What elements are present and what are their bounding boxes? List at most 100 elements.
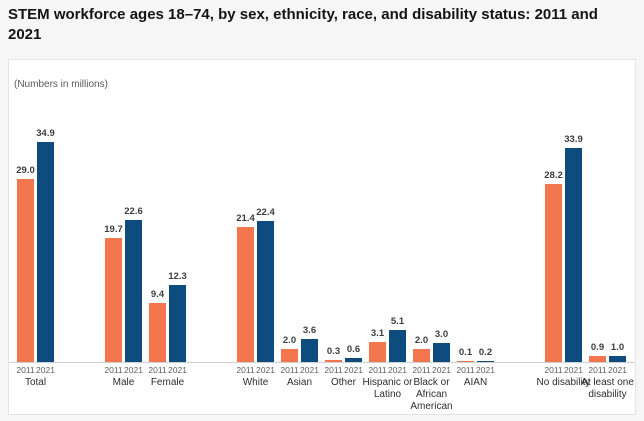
- chart-section-3: 28.2 33.9 2011 2021 No disability 0.9 1.0 2011 2…: [537, 60, 634, 401]
- bar-group-asian: 2.0 3.6 2011 2021 Asian: [280, 60, 319, 413]
- category-label-other: Other: [330, 377, 356, 388]
- value-label-2011-black-or-african-american: 2.0: [414, 335, 429, 347]
- category-label-no-disability: No disability: [536, 377, 591, 388]
- bar-2021-at-least-one-disability: [609, 355, 626, 362]
- bar-slot-2021-hispanic-or-latino: 5.1: [389, 316, 406, 362]
- bar-group-total: 29.0 34.9 2011 2021 Total: [16, 60, 55, 389]
- bar-2011-female: [149, 302, 166, 362]
- year-ticks-no-disability: 2011 2021: [544, 365, 583, 375]
- bar-group-other: 0.3 0.6 2011 2021 Other: [324, 60, 363, 413]
- bar-group-female: 9.4 12.3 2011 2021 Female: [148, 60, 187, 389]
- year-ticks-asian: 2011 2021: [280, 365, 319, 375]
- year-tick-label-2021-total: 2021: [36, 365, 55, 375]
- chart-title: STEM workforce ages 18–74, by sex, ethni…: [8, 6, 598, 43]
- value-label-2011-at-least-one-disability: 0.9: [590, 342, 605, 354]
- value-label-2021-male: 22.6: [124, 205, 143, 217]
- bar-slot-2021-female: 12.3: [168, 270, 187, 362]
- year-tick-label-2021-at-least-one-disability: 2021: [608, 365, 627, 375]
- bar-slot-2011-no-disability: 28.2: [544, 170, 563, 362]
- bar-slot-2021-asian: 3.6: [301, 325, 318, 362]
- year-tick-label-2021-female: 2021: [168, 365, 187, 375]
- bar-slot-2011-male: 19.7: [104, 224, 123, 362]
- year-ticks-other: 2011 2021: [324, 365, 363, 375]
- bar-slot-2011-total: 29.0: [16, 165, 35, 362]
- bar-2021-other: [345, 358, 362, 362]
- value-label-2011-other: 0.3: [326, 346, 341, 358]
- bar-2011-hispanic-or-latino: [369, 342, 386, 362]
- value-label-2021-black-or-african-american: 3.0: [434, 329, 449, 341]
- year-tick-label-2011-female: 2011: [148, 365, 167, 375]
- bar-group-hispanic-or-latino: 3.1 5.1 2011 2021 Hispanic or Latino: [362, 60, 412, 413]
- value-label-2021-other: 0.6: [346, 344, 361, 356]
- category-label-black-or-african-american: Black or African American: [410, 377, 453, 412]
- year-ticks-at-least-one-disability: 2011 2021: [588, 365, 627, 375]
- year-ticks-total: 2011 2021: [16, 365, 55, 375]
- year-tick-label-2011-total: 2011: [16, 365, 35, 375]
- chart-section-1: 19.7 22.6 2011 2021 Male 9.4 12.3 2011 2021 Femal…: [104, 60, 187, 389]
- bar-slot-2021-total: 34.9: [36, 128, 55, 362]
- year-tick-label-2021-white: 2021: [256, 365, 275, 375]
- value-label-2021-white: 22.4: [256, 206, 275, 218]
- bar-slot-2011-at-least-one-disability: 0.9: [589, 342, 606, 362]
- bar-slot-2021-white: 22.4: [256, 206, 275, 362]
- bar-2021-total: [37, 142, 54, 362]
- year-tick-label-2011-aian: 2011: [456, 365, 475, 375]
- year-tick-label-2011-no-disability: 2011: [544, 365, 563, 375]
- year-tick-label-2011-white: 2011: [236, 365, 255, 375]
- year-tick-label-2021-black-or-african-american: 2021: [432, 365, 451, 375]
- year-ticks-aian: 2011 2021: [456, 365, 495, 375]
- bar-pair-aian: 0.1 0.2: [457, 60, 494, 362]
- bar-2011-white: [237, 227, 254, 362]
- year-tick-label-2021-male: 2021: [124, 365, 143, 375]
- year-tick-label-2011-other: 2011: [324, 365, 343, 375]
- bar-2011-black-or-african-american: [413, 349, 430, 362]
- bar-2011-no-disability: [545, 184, 562, 362]
- bar-slot-2021-male: 22.6: [124, 205, 143, 362]
- year-tick-label-2021-other: 2021: [344, 365, 363, 375]
- value-label-2011-no-disability: 28.2: [544, 170, 563, 182]
- chart-section-0: 29.0 34.9 2011 2021 Total: [16, 60, 55, 389]
- bar-group-white: 21.4 22.4 2011 2021 White: [236, 60, 275, 413]
- bar-2021-white: [257, 220, 274, 362]
- bar-slot-2021-other: 0.6: [345, 344, 362, 362]
- category-label-male: Male: [112, 377, 135, 388]
- bar-pair-at-least-one-disability: 0.9 1.0: [589, 60, 626, 362]
- year-tick-label-2011-male: 2011: [104, 365, 123, 375]
- value-label-2011-aian: 0.1: [458, 347, 473, 358]
- bar-2011-asian: [281, 349, 298, 362]
- bar-2021-hispanic-or-latino: [389, 329, 406, 362]
- bar-slot-2011-hispanic-or-latino: 3.1: [369, 328, 386, 362]
- category-label-hispanic-or-latino: Hispanic or Latino: [362, 377, 413, 400]
- value-label-2021-total: 34.9: [36, 128, 55, 140]
- value-label-2011-total: 29.0: [16, 165, 35, 177]
- value-label-2011-hispanic-or-latino: 3.1: [370, 328, 385, 340]
- year-tick-label-2021-no-disability: 2021: [564, 365, 583, 375]
- year-tick-label-2011-black-or-african-american: 2011: [412, 365, 431, 375]
- bar-2021-no-disability: [565, 148, 582, 362]
- bar-group-no-disability: 28.2 33.9 2011 2021 No disability: [537, 60, 591, 401]
- bar-group-male: 19.7 22.6 2011 2021 Male: [104, 60, 143, 389]
- bar-2011-male: [105, 237, 122, 362]
- category-label-at-least-one-disability: At least one disability: [581, 377, 634, 400]
- value-label-2021-asian: 3.6: [302, 325, 317, 337]
- year-ticks-female: 2011 2021: [148, 365, 187, 375]
- chart-section-2: 21.4 22.4 2011 2021 White 2.0 3.6 2011 2021 Asian…: [236, 60, 495, 413]
- bar-pair-white: 21.4 22.4: [236, 60, 275, 362]
- value-label-2011-white: 21.4: [236, 213, 255, 225]
- bar-slot-2011-white: 21.4: [236, 213, 255, 362]
- year-tick-label-2011-asian: 2011: [280, 365, 299, 375]
- bar-group-aian: 0.1 0.2 2011 2021 AIAN: [456, 60, 495, 413]
- bar-group-black-or-african-american: 2.0 3.0 2011 2021 Black or African American: [410, 60, 452, 413]
- bar-pair-total: 29.0 34.9: [16, 60, 55, 362]
- year-tick-label-2021-aian: 2021: [476, 365, 495, 375]
- bar-2021-male: [125, 219, 142, 362]
- bar-slot-2021-at-least-one-disability: 1.0: [609, 342, 626, 362]
- value-label-2021-hispanic-or-latino: 5.1: [390, 315, 405, 327]
- category-label-female: Female: [150, 377, 185, 388]
- category-label-total: Total: [24, 377, 47, 388]
- bar-2021-aian: [477, 360, 494, 362]
- bar-pair-other: 0.3 0.6: [325, 60, 362, 362]
- value-label-2021-female: 12.3: [168, 270, 187, 282]
- bar-pair-male: 19.7 22.6: [104, 60, 143, 362]
- bar-2011-aian: [457, 361, 474, 362]
